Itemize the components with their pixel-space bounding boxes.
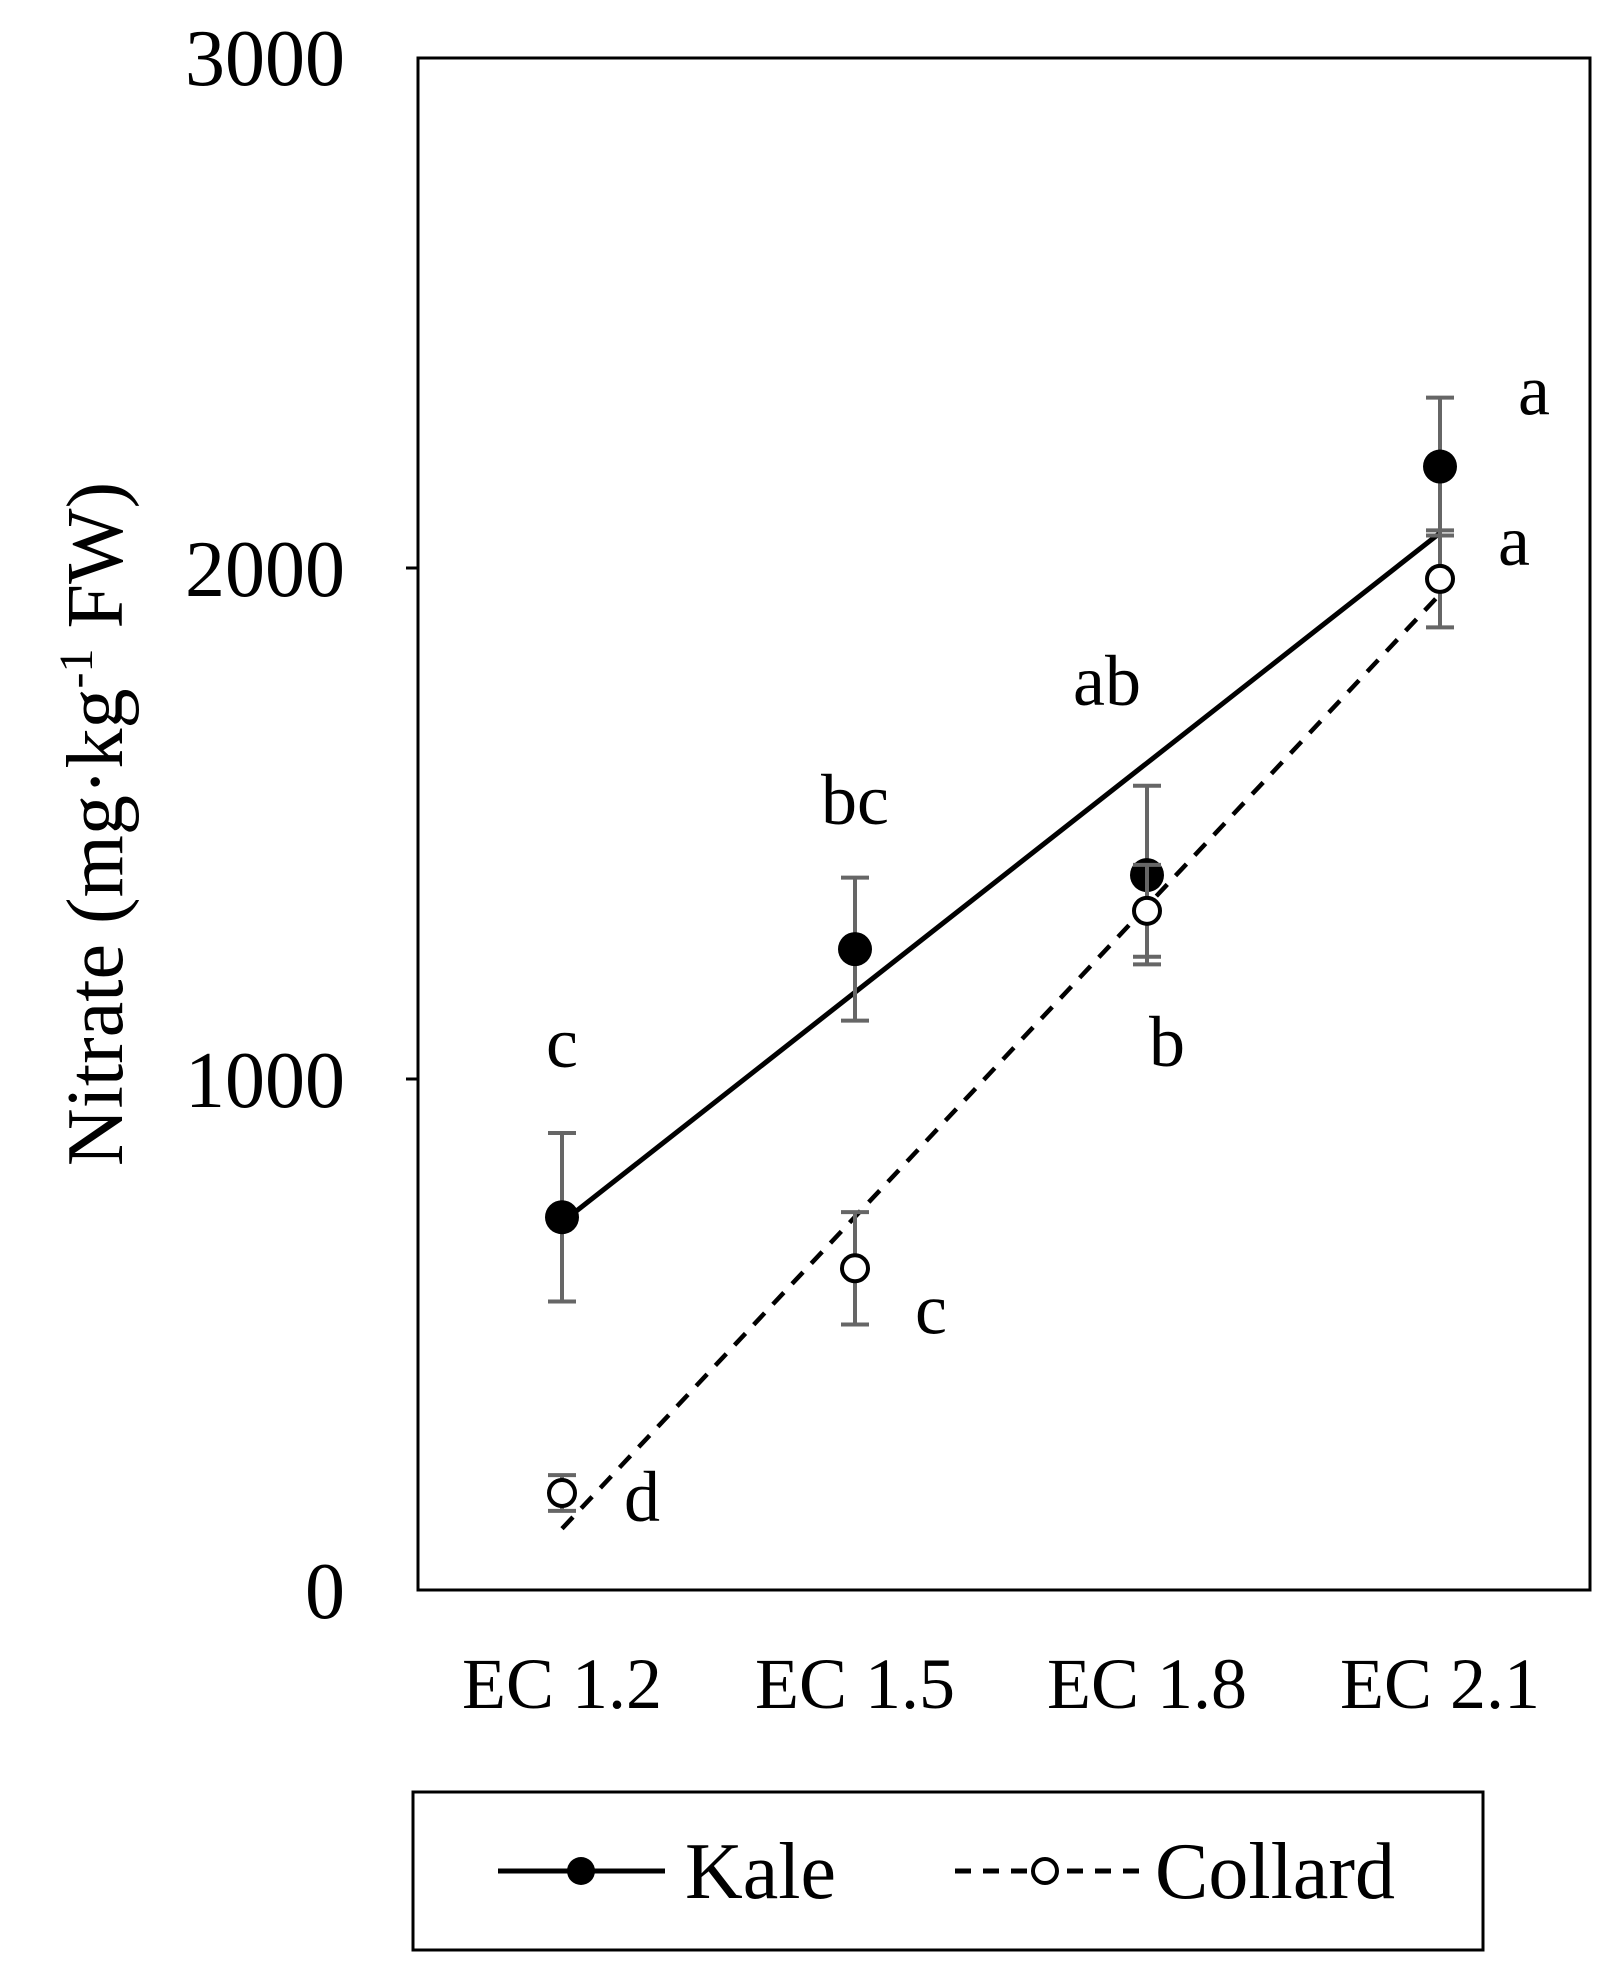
legend-kale-marker	[567, 1857, 595, 1885]
collard-trend-line	[560, 592, 1442, 1531]
kale-data-point	[838, 932, 872, 967]
x-tick-labels: EC 1.2 EC 1.5 EC 1.8 EC 2.1	[462, 1644, 1540, 1724]
collard-data-point	[547, 1477, 577, 1508]
y-tick-label: 1000	[185, 1037, 345, 1125]
legend-collard-label: Collard	[1155, 1828, 1395, 1916]
kale-data-point	[1423, 449, 1457, 484]
kale-significance-label: c	[546, 1003, 578, 1083]
x-tick-label: EC 2.1	[1340, 1644, 1540, 1724]
x-tick-label: EC 1.2	[462, 1644, 662, 1724]
collard-significance-label: d	[624, 1457, 660, 1537]
kale-trend-line	[560, 530, 1442, 1225]
y-axis-title: Nitrate (mg·kg-1 FW)	[50, 482, 140, 1166]
x-tick-label: EC 1.8	[1047, 1644, 1247, 1724]
collard-significance-label: c	[915, 1269, 947, 1349]
legend: Kale Collard	[411, 1790, 1485, 1952]
kale-significance-label: ab	[1073, 641, 1141, 721]
collard-significance-label: b	[1149, 1002, 1185, 1082]
y-tick-label: 3000	[185, 15, 345, 103]
kale-data-point	[545, 1200, 579, 1235]
y-tick-marks	[406, 566, 418, 1081]
y-axis-title-superscript: -1	[50, 649, 103, 689]
kale-significance-label: a	[1518, 351, 1550, 431]
y-axis-title-main: Nitrate (mg·kg	[52, 689, 140, 1167]
legend-collard-marker	[1031, 1857, 1059, 1885]
y-axis-title-tail: FW)	[52, 482, 140, 649]
plot-area-frame	[416, 56, 1592, 1592]
y-tick-label: 0	[305, 1548, 345, 1636]
collard-data-point	[840, 1253, 870, 1284]
legend-kale-label: Kale	[685, 1828, 836, 1916]
x-tick-label: EC 1.5	[755, 1644, 955, 1724]
y-tick-labels: 0 1000 2000 3000	[185, 15, 345, 1636]
collard-significance-label: a	[1498, 501, 1530, 581]
collard-data-point	[1132, 895, 1162, 926]
data-marks: c bc ab a d c b a	[545, 351, 1550, 1537]
kale-significance-label: bc	[821, 760, 889, 840]
collard-data-point	[1425, 563, 1455, 594]
y-tick-label: 2000	[185, 526, 345, 614]
